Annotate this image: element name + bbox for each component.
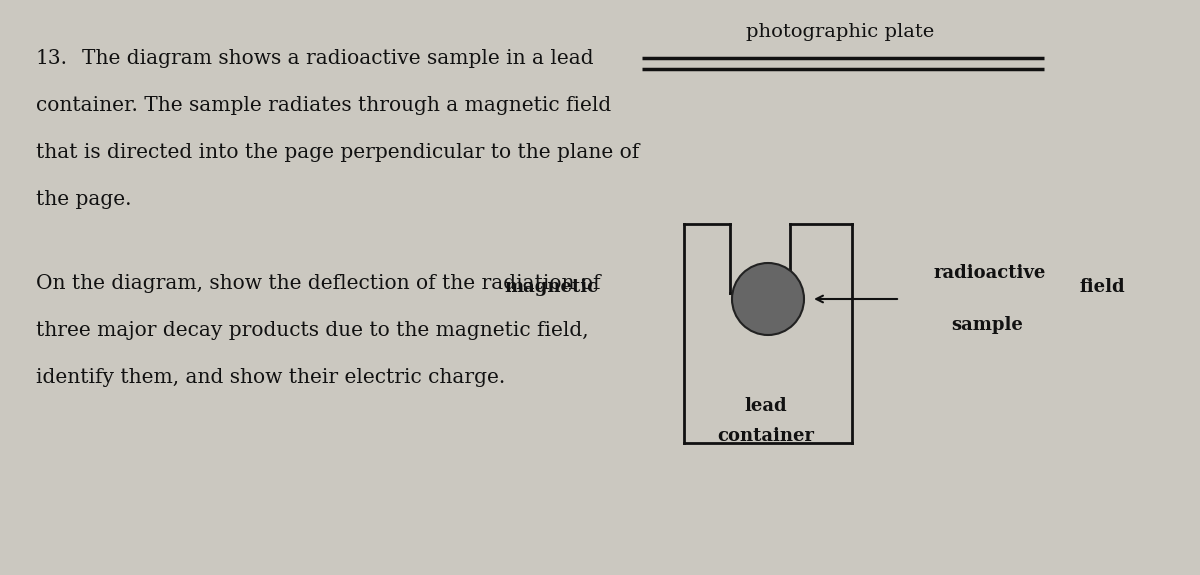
Text: lead: lead <box>744 397 787 415</box>
Text: photographic plate: photographic plate <box>746 23 934 41</box>
Text: identify them, and show their electric charge.: identify them, and show their electric c… <box>36 368 505 387</box>
Text: container. The sample radiates through a magnetic field: container. The sample radiates through a… <box>36 96 611 115</box>
Text: that is directed into the page perpendicular to the plane of: that is directed into the page perpendic… <box>36 143 640 162</box>
Text: container: container <box>718 427 814 444</box>
Ellipse shape <box>732 263 804 335</box>
Text: 13.: 13. <box>36 49 68 68</box>
Text: field: field <box>1080 278 1126 297</box>
Text: The diagram shows a radioactive sample in a lead: The diagram shows a radioactive sample i… <box>82 49 593 68</box>
Text: three major decay products due to the magnetic field,: three major decay products due to the ma… <box>36 321 589 340</box>
Text: radioactive: radioactive <box>934 264 1046 282</box>
Text: the page.: the page. <box>36 190 132 209</box>
Text: On the diagram, show the deflection of the radiation of: On the diagram, show the deflection of t… <box>36 274 600 293</box>
Text: sample: sample <box>952 316 1024 334</box>
Text: magnetic: magnetic <box>504 278 598 297</box>
